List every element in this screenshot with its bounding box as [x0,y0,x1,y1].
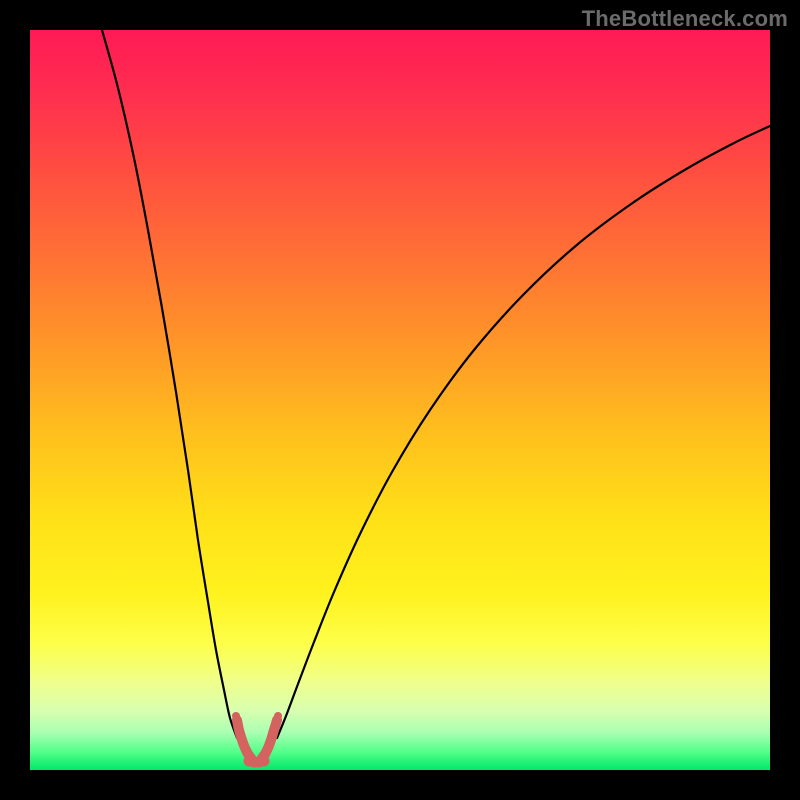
watermark-text: TheBottleneck.com [582,6,788,32]
valley-dot [259,756,270,767]
plot-area [30,30,770,770]
valley-right-marker [262,720,277,758]
valley-left-marker [237,720,251,758]
marker-layer [30,30,770,770]
valley-dot [274,712,282,720]
valley-dot [232,712,240,720]
valley-bottom-dots [244,756,270,768]
